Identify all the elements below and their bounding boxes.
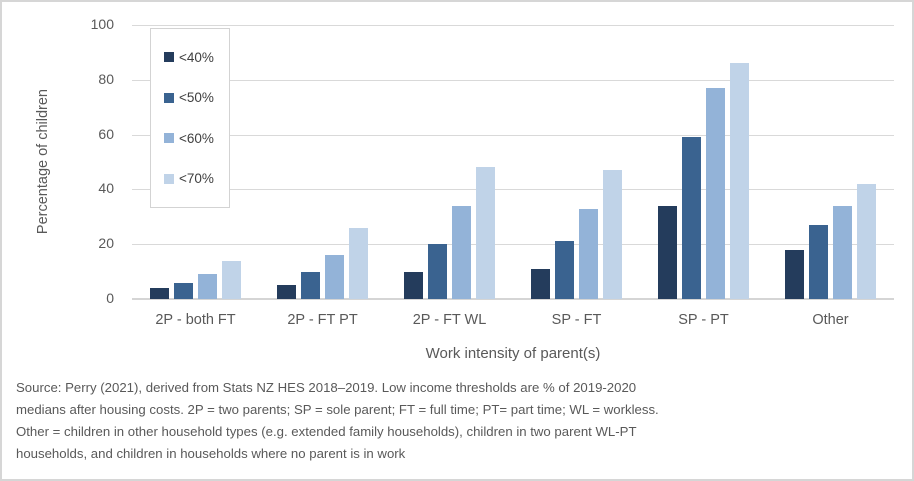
bar-50-4 bbox=[555, 241, 574, 299]
y-axis-title: Percentage of children bbox=[35, 89, 51, 235]
bar-group-2 bbox=[259, 25, 386, 299]
bar-40-5 bbox=[658, 205, 677, 299]
source-note-line: Other = children in other household type… bbox=[16, 424, 637, 439]
bar-70-2 bbox=[349, 227, 368, 299]
bar-40-3 bbox=[404, 271, 423, 299]
category-label-4: SP - FT bbox=[551, 312, 602, 328]
category-label-5: SP - PT bbox=[678, 312, 729, 328]
legend-label: <50% bbox=[179, 90, 214, 106]
bar-group-3 bbox=[386, 25, 513, 299]
y-tick-label-0: 0 bbox=[106, 290, 114, 306]
legend-swatch-icon bbox=[164, 173, 174, 184]
x-axis-title: Work intensity of parent(s) bbox=[425, 345, 601, 362]
bar-group-6 bbox=[767, 25, 894, 299]
bar-60-3 bbox=[452, 205, 471, 299]
gridline-40 bbox=[132, 189, 894, 191]
bar-70-5 bbox=[730, 63, 749, 299]
category-label-1: 2P - both FT bbox=[155, 312, 236, 328]
bar-40-2 bbox=[277, 285, 296, 299]
bar-group-4 bbox=[513, 25, 640, 299]
gridline-80 bbox=[132, 79, 894, 81]
bar-70-3 bbox=[476, 167, 495, 299]
source-note-line: Source: Perry (2021), derived from Stats… bbox=[16, 380, 637, 395]
category-label-3: 2P - FT WL bbox=[412, 312, 487, 328]
source-note-line: households, and children in households w… bbox=[16, 446, 406, 461]
bar-40-1 bbox=[150, 288, 169, 299]
legend-item-1: <40% bbox=[164, 50, 225, 65]
bar-50-5 bbox=[682, 137, 701, 299]
gridline-20 bbox=[132, 244, 894, 246]
bar-40-6 bbox=[785, 249, 804, 299]
bar-group-1 bbox=[132, 25, 259, 299]
gridline-100 bbox=[132, 25, 894, 26]
source-note: Source: Perry (2021), derived from Stats… bbox=[16, 377, 902, 465]
legend-item-2: <50% bbox=[164, 90, 225, 105]
y-tick-label-60: 60 bbox=[98, 125, 114, 142]
plot-area bbox=[132, 25, 894, 300]
bar-60-2 bbox=[325, 255, 344, 299]
bar-60-5 bbox=[706, 88, 725, 299]
legend-label: <60% bbox=[179, 130, 214, 146]
bar-70-4 bbox=[603, 170, 622, 299]
y-tick-label-100: 100 bbox=[90, 16, 114, 32]
bar-group-5 bbox=[640, 25, 767, 299]
y-axis-title-wrap: Percentage of children bbox=[26, 25, 60, 299]
bar-50-2 bbox=[301, 271, 320, 299]
legend-swatch-icon bbox=[164, 133, 174, 144]
bar-60-6 bbox=[833, 205, 852, 299]
x-axis-category-labels: 2P - both FT 2P - FT PT 2P - FT WL SP - FT S… bbox=[132, 312, 894, 328]
y-tick-label-20: 20 bbox=[98, 235, 114, 252]
legend: <40% <50% <60% <70% bbox=[150, 28, 230, 208]
bar-groups bbox=[132, 25, 894, 299]
source-note-line: medians after housing costs. 2P = two pa… bbox=[16, 402, 659, 417]
legend-label: <40% bbox=[179, 49, 214, 65]
legend-swatch-icon bbox=[164, 92, 174, 103]
legend-item-4: <70% bbox=[164, 171, 225, 186]
bar-60-1 bbox=[198, 274, 217, 299]
bar-70-1 bbox=[222, 260, 241, 299]
y-tick-label-40: 40 bbox=[98, 180, 114, 197]
category-label-6: Other bbox=[812, 312, 849, 328]
bar-60-4 bbox=[579, 208, 598, 299]
gridline-60 bbox=[132, 134, 894, 136]
bar-50-3 bbox=[428, 244, 447, 299]
legend-swatch-icon bbox=[164, 52, 174, 63]
bar-50-6 bbox=[809, 225, 828, 299]
legend-label: <70% bbox=[179, 171, 214, 187]
bar-40-4 bbox=[531, 268, 550, 299]
y-tick-label-80: 80 bbox=[98, 70, 114, 87]
category-label-2: 2P - FT PT bbox=[287, 312, 358, 328]
legend-item-3: <60% bbox=[164, 131, 225, 146]
gridline-0 bbox=[132, 298, 894, 300]
bar-70-6 bbox=[857, 183, 876, 299]
bar-50-1 bbox=[174, 282, 193, 299]
